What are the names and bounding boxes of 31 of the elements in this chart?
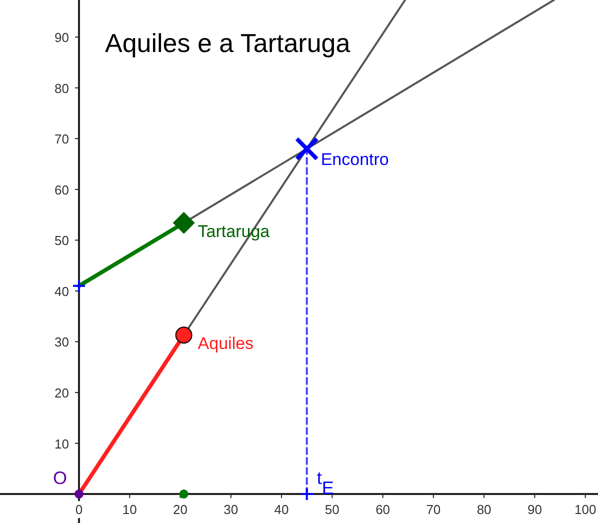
x-tick-label: 100 <box>574 502 596 518</box>
x-tick-label: 60 <box>376 502 390 518</box>
y-tick-label: 50 <box>54 233 69 248</box>
x-tick-label: 40 <box>274 502 289 518</box>
point <box>175 326 192 344</box>
point <box>74 490 84 499</box>
y-tick-label: 30 <box>54 334 69 350</box>
point <box>300 487 314 502</box>
x-tick-label: 80 <box>476 502 492 518</box>
y-tick-label: 70 <box>54 132 69 147</box>
y-tick-label: 20 <box>54 386 69 401</box>
annotation: O <box>52 468 68 488</box>
x-tick-label: 70 <box>426 502 441 518</box>
y-tick-label: 80 <box>54 80 69 96</box>
x-tick-label: 30 <box>224 502 238 518</box>
series-label: Encontro <box>320 150 389 169</box>
point <box>172 212 195 234</box>
y-tick-label: 90 <box>54 30 69 46</box>
point <box>179 490 188 499</box>
series-label: Aquiles <box>198 334 254 354</box>
point <box>294 136 319 161</box>
x-tick-label: 90 <box>527 502 542 518</box>
x-tick-label: 0 <box>75 502 83 518</box>
x-tick-label: 10 <box>122 502 137 518</box>
x-tick-label: 20 <box>173 502 188 518</box>
x-tick-label: 50 <box>324 502 340 518</box>
y-tick-label: 60 <box>54 182 69 198</box>
y-tick-label: 40 <box>54 284 69 299</box>
text: Aquiles e a Tartaruga <box>104 28 351 58</box>
y-tick-label: 10 <box>54 436 69 452</box>
point <box>72 278 86 293</box>
